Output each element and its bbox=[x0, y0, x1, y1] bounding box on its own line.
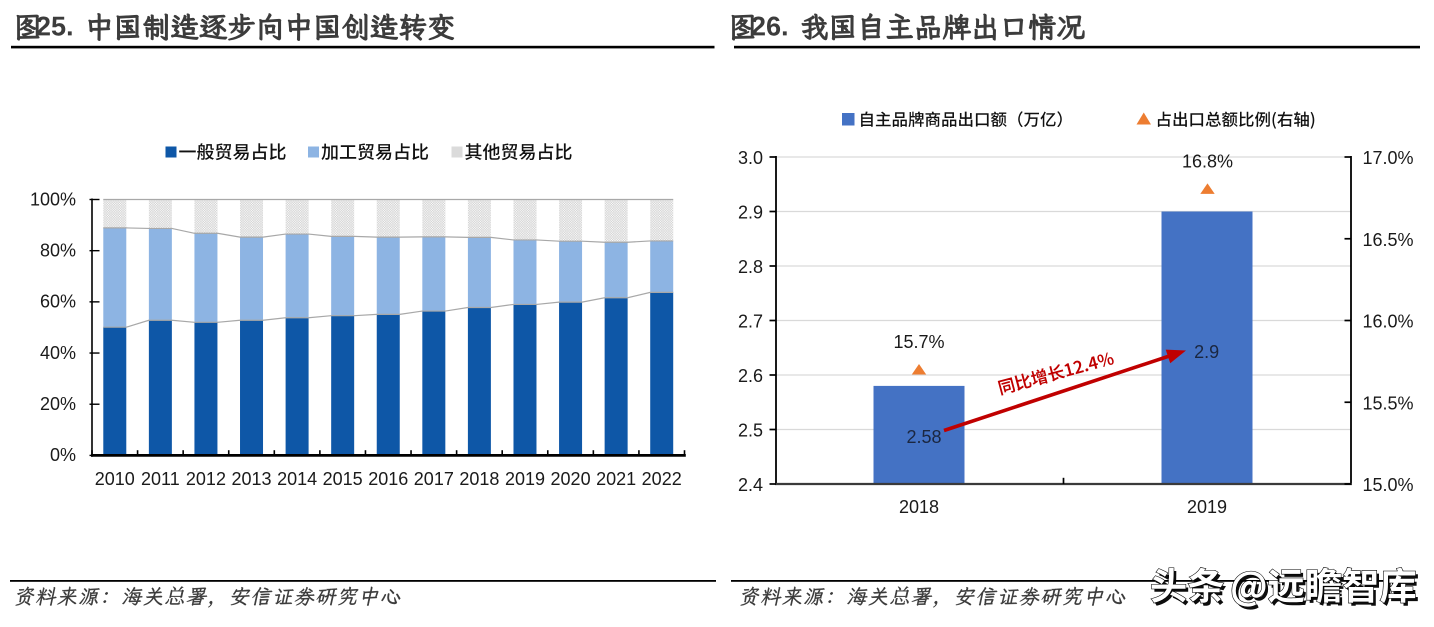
svg-text:15.0%: 15.0% bbox=[1363, 475, 1414, 495]
svg-text:2020: 2020 bbox=[551, 469, 591, 489]
svg-text:2021: 2021 bbox=[596, 469, 636, 489]
svg-text:2010: 2010 bbox=[95, 469, 135, 489]
svg-text:2014: 2014 bbox=[277, 469, 317, 489]
svg-text:2019: 2019 bbox=[505, 469, 545, 489]
svg-text:2.6: 2.6 bbox=[738, 366, 763, 386]
svg-text:3.0: 3.0 bbox=[738, 148, 763, 168]
svg-text:16.8%: 16.8% bbox=[1182, 151, 1233, 171]
svg-text:2011: 2011 bbox=[141, 469, 180, 489]
svg-text:15.5%: 15.5% bbox=[1363, 393, 1414, 413]
svg-text:2.58: 2.58 bbox=[906, 427, 941, 447]
svg-text:40%: 40% bbox=[40, 343, 76, 363]
svg-text:60%: 60% bbox=[40, 292, 76, 312]
svg-text:80%: 80% bbox=[40, 240, 76, 260]
svg-text:2018: 2018 bbox=[459, 469, 499, 489]
svg-text:2012: 2012 bbox=[186, 469, 226, 489]
svg-text:16.0%: 16.0% bbox=[1363, 312, 1414, 332]
svg-text:2.8: 2.8 bbox=[738, 257, 763, 277]
svg-text:15.7%: 15.7% bbox=[893, 332, 944, 352]
svg-text:2.7: 2.7 bbox=[738, 312, 763, 332]
svg-text:2018: 2018 bbox=[899, 497, 939, 517]
svg-text:2016: 2016 bbox=[368, 469, 408, 489]
svg-text:2022: 2022 bbox=[642, 469, 682, 489]
svg-text:2013: 2013 bbox=[231, 469, 271, 489]
svg-text:16.5%: 16.5% bbox=[1363, 230, 1414, 250]
svg-text:2.9: 2.9 bbox=[1194, 342, 1219, 362]
svg-text:100%: 100% bbox=[30, 189, 76, 209]
svg-text:2017: 2017 bbox=[414, 469, 454, 489]
svg-text:2.5: 2.5 bbox=[738, 421, 763, 441]
svg-text:17.0%: 17.0% bbox=[1363, 148, 1414, 168]
svg-text:2.9: 2.9 bbox=[738, 203, 763, 223]
svg-text:2019: 2019 bbox=[1187, 497, 1227, 517]
svg-text:0%: 0% bbox=[50, 445, 76, 465]
svg-text:2.4: 2.4 bbox=[738, 475, 763, 495]
svg-text:20%: 20% bbox=[40, 394, 76, 414]
svg-text:2015: 2015 bbox=[323, 469, 363, 489]
